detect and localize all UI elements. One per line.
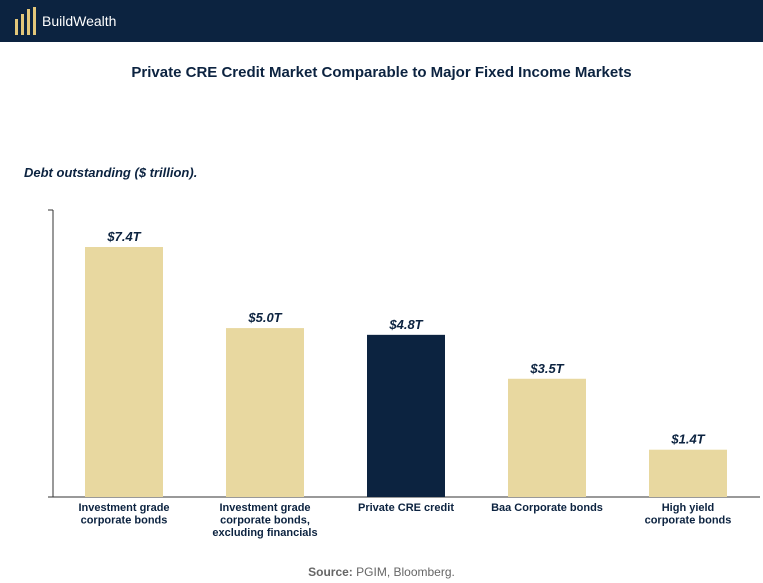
source-text: PGIM, Bloomberg. <box>352 565 455 579</box>
source-label: Source: <box>308 565 353 579</box>
header-bar: BuildWealth <box>0 0 763 42</box>
brand-logo[interactable]: BuildWealth <box>14 7 116 35</box>
data-label: $7.4T <box>106 229 141 244</box>
source-note: Source: PGIM, Bloomberg. <box>0 565 763 579</box>
category-label: corporate bonds, <box>220 515 310 527</box>
bar <box>85 247 163 497</box>
category-label: Investment grade <box>78 502 169 514</box>
bar <box>649 449 727 497</box>
category-label: Private CRE credit <box>358 502 454 514</box>
category-label: Baa Corporate bonds <box>491 502 603 514</box>
category-label: corporate bonds <box>645 515 732 527</box>
data-label: $4.8T <box>388 317 423 332</box>
category-label: excluding financials <box>212 527 317 539</box>
category-label: Investment grade <box>219 502 310 514</box>
chart-subtitle: Debt outstanding ($ trillion). <box>24 165 198 180</box>
data-label: $5.0T <box>247 310 282 325</box>
buildwealth-logo-icon <box>15 7 36 35</box>
category-label: High yield <box>662 502 715 514</box>
bar <box>508 378 586 497</box>
chart-title: Private CRE Credit Market Comparable to … <box>131 64 632 81</box>
brand-name: BuildWealth <box>42 13 117 29</box>
bar <box>226 328 304 497</box>
category-label: corporate bonds <box>81 515 168 527</box>
data-label: $1.4T <box>670 432 705 447</box>
data-label: $3.5T <box>529 361 564 376</box>
bar <box>367 334 445 497</box>
